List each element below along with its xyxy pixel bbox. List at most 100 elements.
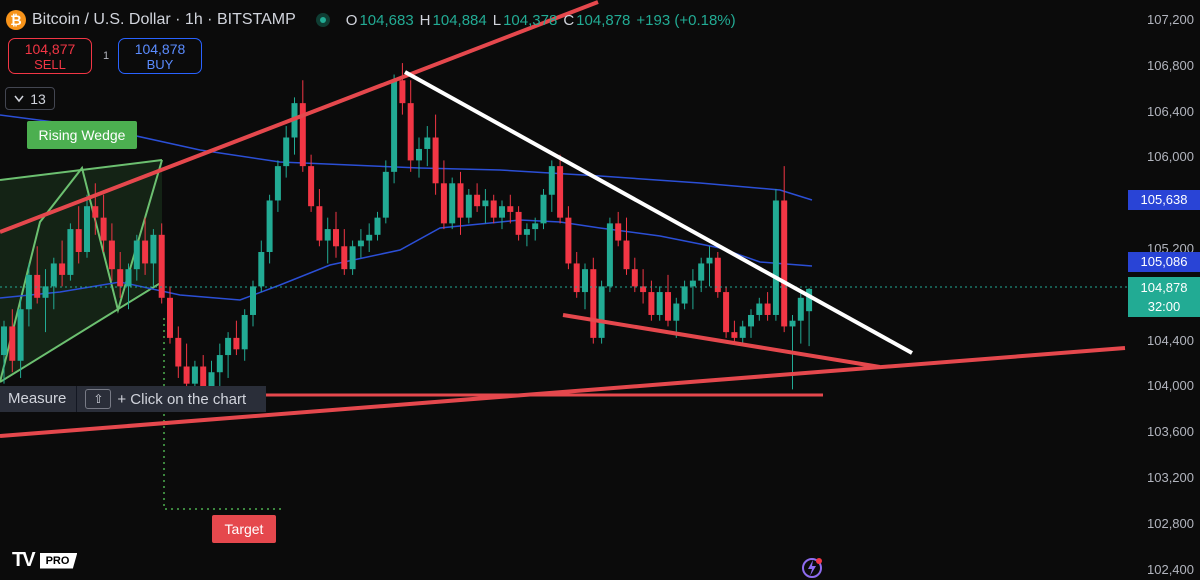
indicators-toggle-button[interactable]: 13 — [5, 87, 55, 110]
candle-body — [225, 337, 232, 356]
candle-body — [92, 206, 99, 218]
candle-body — [465, 194, 472, 218]
ma-slow-price-tag: 105,638 — [1128, 190, 1200, 210]
candle-body — [208, 372, 215, 390]
candle-body — [756, 303, 763, 315]
candle-body — [42, 286, 49, 298]
candle-body — [34, 274, 41, 298]
candle-body — [499, 206, 505, 218]
candle-body — [241, 314, 248, 350]
descending-trendline — [404, 70, 913, 355]
candle-body — [590, 269, 597, 338]
target-label[interactable]: Target — [212, 515, 276, 543]
bitcoin-icon: ₿ — [6, 10, 26, 30]
tradingview-logo[interactable]: TV PRO — [12, 549, 78, 572]
sell-button[interactable]: 104,877 SELL — [8, 38, 92, 74]
price-axis-tick: 106,800 — [1147, 57, 1194, 73]
candle-body — [615, 223, 622, 241]
candle-body — [50, 263, 57, 287]
symbol-title[interactable]: Bitcoin / U.S. Dollar · 1h · BITSTAMP — [32, 11, 296, 28]
candle-body — [457, 183, 464, 218]
ascending-resistance-line — [0, 0, 599, 234]
candle-body — [299, 103, 306, 167]
candle-body — [606, 223, 613, 287]
candle-body — [391, 80, 398, 172]
rising-wedge-label[interactable]: Rising Wedge — [27, 121, 137, 149]
candle-body — [698, 263, 705, 281]
candle-body — [366, 234, 373, 241]
candle-body — [1, 326, 7, 356]
candle-body — [324, 229, 331, 241]
candle-body — [772, 200, 779, 315]
candle-body — [748, 314, 754, 327]
wedge-lower-line — [0, 281, 163, 383]
ohlc-high: H 104,884 — [419, 11, 487, 29]
buy-label: BUY — [146, 57, 174, 72]
candle-body — [374, 217, 381, 235]
price-axis-tick: 103,600 — [1147, 424, 1194, 440]
sell-label: SELL — [34, 57, 66, 72]
price-axis-tick: 102,800 — [1147, 515, 1194, 531]
candle-body — [714, 257, 721, 293]
candle-body — [648, 292, 655, 315]
candle-body — [665, 292, 671, 321]
candle-body — [167, 297, 173, 338]
bar-countdown: 32:00 — [1147, 299, 1181, 314]
last-price-value: 104,878 — [1140, 280, 1188, 295]
candle-body — [108, 240, 115, 270]
measure-tool-label: Measure — [0, 386, 78, 412]
buy-price: 104,878 — [134, 41, 186, 57]
falling-wedge-lower-line — [562, 313, 881, 369]
candle-body — [308, 166, 315, 207]
candle-body — [565, 217, 572, 264]
ohlc-low: L 104,378 — [492, 11, 558, 29]
indicators-count: 13 — [30, 90, 46, 107]
candle-body — [158, 234, 165, 298]
candle-body — [507, 206, 514, 212]
candle-body — [490, 200, 497, 218]
candle-body — [150, 234, 157, 264]
candle-body — [797, 297, 804, 321]
price-axis-tick: 104,400 — [1147, 332, 1194, 348]
candle-body — [200, 366, 207, 390]
logo-mark: TV — [12, 549, 36, 571]
candle-body — [623, 240, 630, 270]
candle-body — [142, 240, 149, 264]
candle-body — [598, 286, 605, 338]
candle-body — [515, 211, 522, 235]
symbol-header: ₿ Bitcoin / U.S. Dollar · 1h · BITSTAMP … — [6, 8, 736, 32]
candle-body — [806, 288, 813, 312]
candle-body — [631, 269, 638, 287]
candle-body — [9, 326, 16, 361]
candle-body — [424, 137, 431, 149]
price-axis-tick: 106,000 — [1147, 149, 1194, 165]
candle-body — [474, 194, 481, 207]
lightning-icon[interactable] — [800, 556, 824, 580]
price-axis-tick: 106,400 — [1147, 103, 1194, 119]
candle-body — [532, 223, 539, 230]
candle-body — [449, 183, 456, 224]
buy-button[interactable]: 104,878 BUY — [118, 38, 202, 74]
candle-body — [523, 229, 530, 235]
ma-fast-price-tag: 105,086 — [1128, 252, 1200, 272]
wedge-fill — [0, 160, 162, 382]
ascending-support-line — [0, 346, 1126, 438]
candle-body — [100, 217, 107, 241]
candle-body — [67, 229, 74, 275]
candle-body — [333, 229, 339, 247]
candle-body — [357, 240, 364, 247]
candle-body — [582, 269, 588, 293]
candle-body — [274, 166, 281, 201]
last-price-tag: 104,878 32:00 — [1128, 277, 1200, 317]
candle-body — [266, 200, 273, 252]
candle-body — [84, 206, 90, 252]
candle-body — [673, 303, 680, 321]
ma-fast-line — [0, 219, 813, 301]
candle-body — [316, 206, 323, 241]
candle-body — [75, 229, 82, 252]
ma-slow-line — [0, 114, 813, 201]
candle-body — [191, 366, 198, 384]
candle-body — [557, 166, 564, 218]
market-open-icon — [315, 13, 330, 27]
